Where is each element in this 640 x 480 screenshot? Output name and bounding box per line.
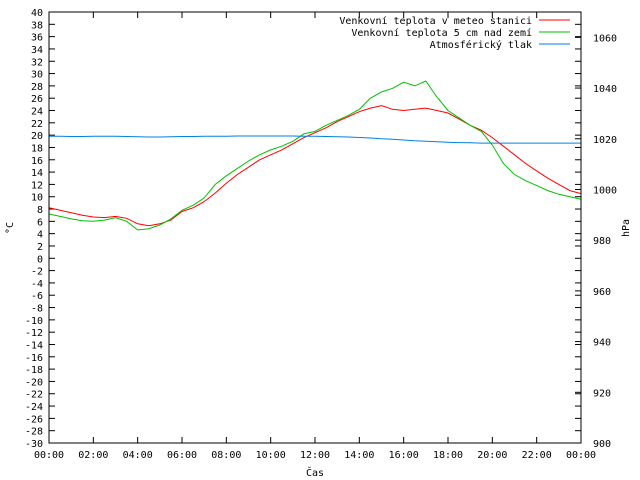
y-left-tick-label: 36	[31, 33, 43, 44]
y-left-tick-label: 16	[31, 156, 43, 167]
series-line-ground-temp	[48, 80, 582, 231]
x-tick-label: 00:00	[34, 450, 64, 461]
y-left-tick-label: 6	[37, 217, 43, 228]
y-left-tick-label: -20	[25, 377, 43, 388]
y-left-tick-label: 10	[31, 193, 43, 204]
y-left-tick-label: 34	[31, 45, 43, 56]
y-left-tick-label: -28	[25, 427, 43, 438]
x-tick-label: 16:00	[389, 450, 419, 461]
y-right-tick-label: 1060	[593, 33, 617, 44]
y-right-tick-label: 960	[593, 287, 611, 298]
y-left-tick-label: 4	[37, 230, 43, 241]
y-left-tick-label: -10	[25, 316, 43, 327]
y-left-tick-label: 18	[31, 143, 43, 154]
y-left-tick-label: 14	[31, 168, 43, 179]
y-left-tick-label: -24	[25, 402, 43, 413]
y-left-tick-label: -14	[25, 340, 43, 351]
y-left-tick-label: -26	[25, 414, 43, 425]
y-right-tick-label: 980	[593, 236, 611, 247]
plot-frame	[48, 11, 582, 444]
x-axis-title: Čas	[306, 466, 324, 479]
y-left-tick-label: 40	[31, 8, 43, 19]
y-left-tick-label: -12	[25, 328, 43, 339]
y-left-tick-label: 2	[37, 242, 43, 253]
y-left-tick-label: -6	[31, 291, 43, 302]
x-tick-label: 02:00	[78, 450, 108, 461]
series-line-outdoor-temp	[48, 105, 582, 227]
y-left-tick-label: 32	[31, 57, 43, 68]
y-left-tick-label: -22	[25, 390, 43, 401]
y-left-tick-label: -18	[25, 365, 43, 376]
x-tick-label: 04:00	[123, 450, 153, 461]
y-right-tick-label: 940	[593, 338, 611, 349]
y-left-tick-label: -30	[25, 439, 43, 450]
y-left-tick-label: -16	[25, 353, 43, 364]
x-tick-label: 22:00	[522, 450, 552, 461]
y-left-tick-label: -2	[31, 267, 43, 278]
y-right-tick-label: 1000	[593, 185, 617, 196]
x-tick-label: 08:00	[211, 450, 241, 461]
y-left-tick-label: 28	[31, 82, 43, 93]
y-right-tick-label: 920	[593, 388, 611, 399]
series-line-pressure	[49, 135, 581, 144]
x-tick-label: 14:00	[344, 450, 374, 461]
y-left-tick-label: 22	[31, 119, 43, 130]
y-left-tick-label: 24	[31, 107, 43, 118]
right-axis-ticks: 900 920 940 960 980 1000 1020 1040 1060	[575, 33, 617, 450]
y-left-tick-label: 8	[37, 205, 43, 216]
x-tick-label: 06:00	[167, 450, 197, 461]
y-left-tick-label: 12	[31, 180, 43, 191]
y-right-tick-label: 1020	[593, 135, 617, 146]
y-right-tick-label: 900	[593, 439, 611, 450]
x-tick-label: 18:00	[433, 450, 463, 461]
y-right-axis-title: hPa	[621, 219, 632, 237]
x-tick-label: 10:00	[256, 450, 286, 461]
y-left-axis-title: °C	[5, 222, 16, 234]
y-left-tick-label: 0	[37, 254, 43, 265]
y-left-tick-label: -8	[31, 304, 43, 315]
legend-label-series-3: Atmosférický tlak	[430, 39, 532, 51]
y-left-tick-label: 38	[31, 20, 43, 31]
legend: Venkovní teplota v meteo stanici Venkovn…	[339, 15, 570, 51]
x-tick-label: 12:00	[300, 450, 330, 461]
left-axis-ticks: -30-28-26-24-22-20-18-16-14-12-10-8-6-4-…	[25, 8, 581, 450]
y-left-tick-label: 20	[31, 131, 43, 142]
legend-label-series-2: Venkovní teplota 5 cm nad zemí	[351, 27, 532, 39]
x-tick-label: 00:00	[566, 450, 596, 461]
y-left-tick-label: 30	[31, 70, 43, 81]
y-right-tick-label: 1040	[593, 84, 617, 95]
legend-label-series-1: Venkovní teplota v meteo stanici	[339, 15, 532, 27]
y-left-tick-label: -4	[31, 279, 43, 290]
series-layer	[48, 80, 582, 231]
x-tick-label: 20:00	[477, 450, 507, 461]
x-axis-ticks: 00:00 02:00 04:00 06:00 08:00 10:00 12:00 14:00…	[34, 12, 596, 461]
y-left-tick-label: 26	[31, 94, 43, 105]
